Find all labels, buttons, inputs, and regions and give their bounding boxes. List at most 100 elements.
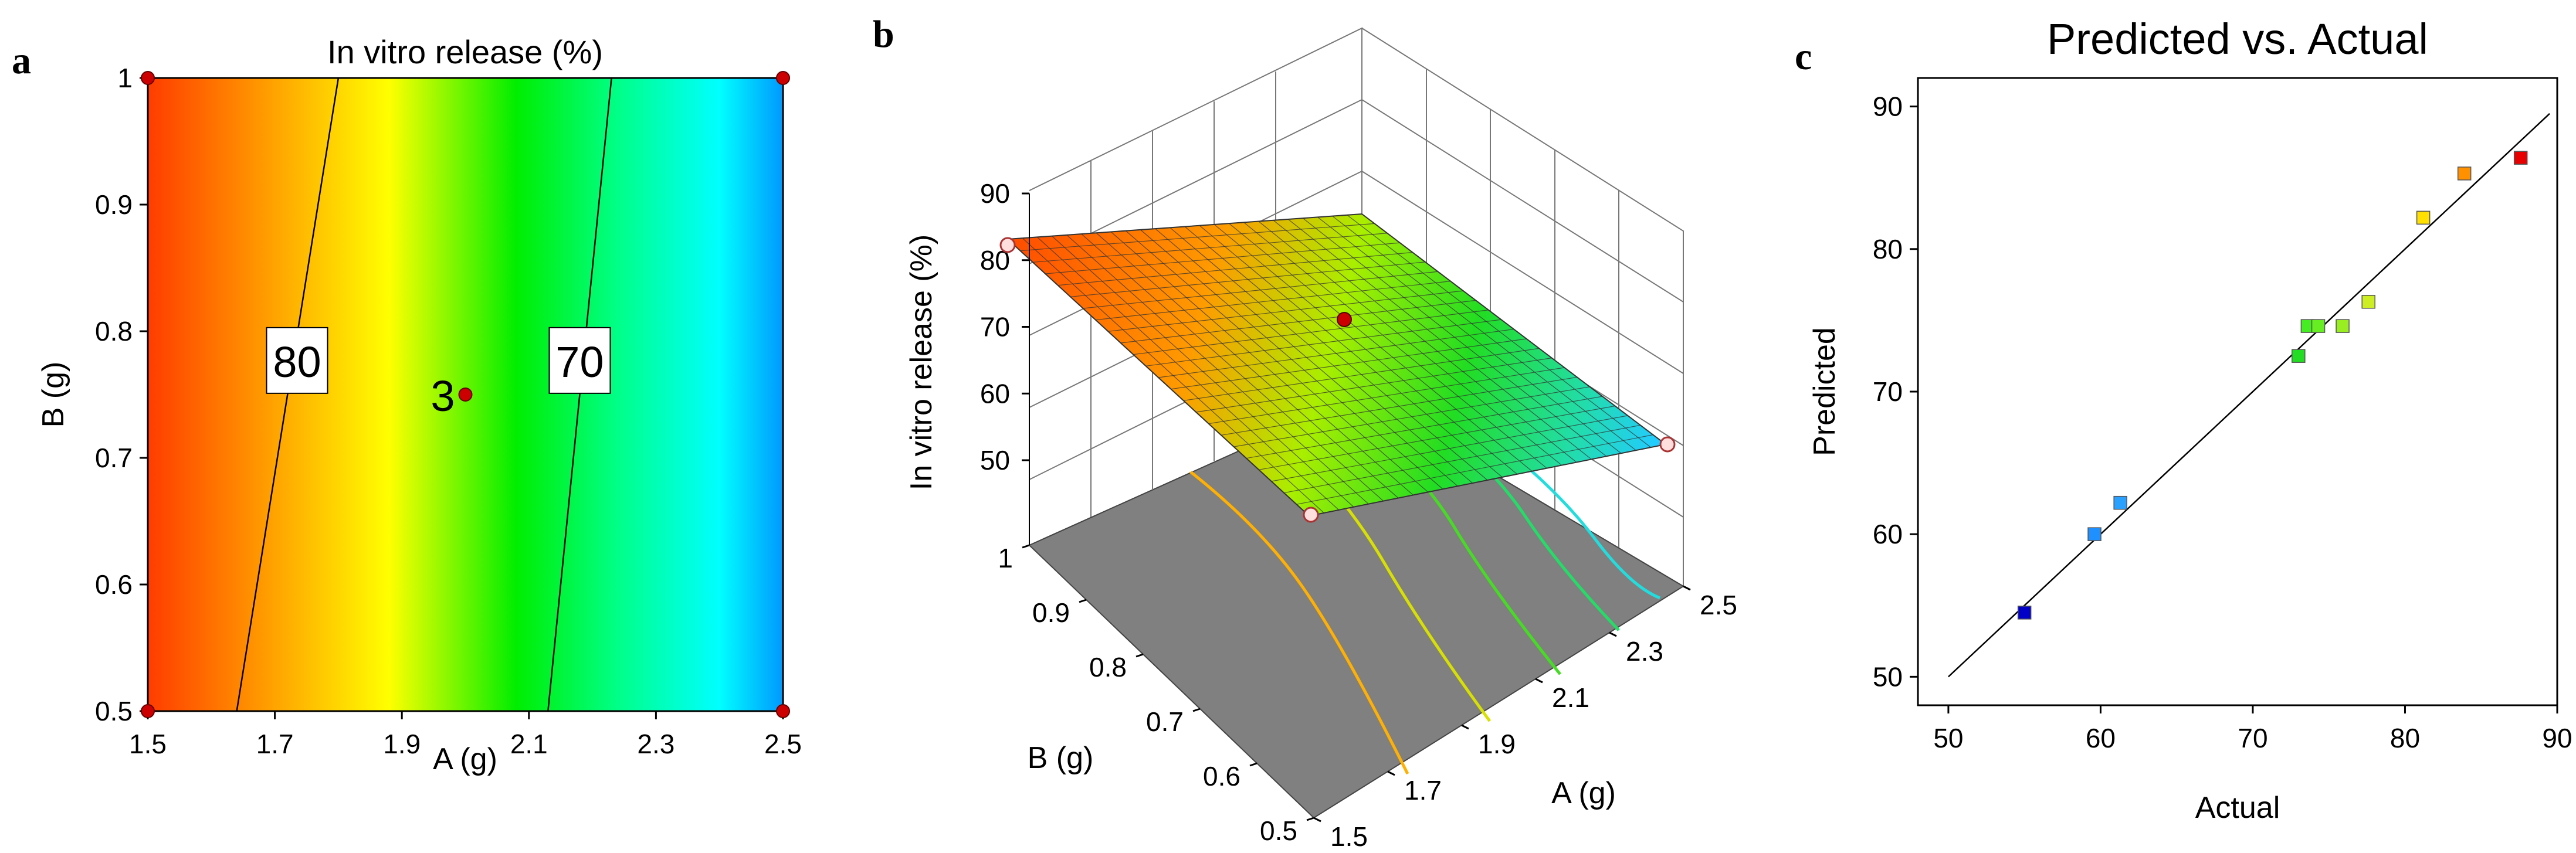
- mesh-line: [1259, 405, 1615, 470]
- z-tick-label: 60: [980, 378, 1010, 409]
- design-point: [141, 71, 155, 85]
- x-axis: 50 60 70 80 90: [1933, 705, 2572, 753]
- y-tick-label: 1: [998, 543, 1013, 573]
- scatter-point: [2416, 210, 2431, 225]
- y-tick-label: 0.9: [1032, 597, 1070, 628]
- panel-b-ylabel: B (g): [1028, 741, 1094, 775]
- y-tick-mark: [1192, 708, 1201, 712]
- contour-label: 70: [555, 338, 604, 386]
- y-tick-label: 0.7: [1146, 706, 1184, 737]
- x-axis: 1.5 1.7 1.9 2.1 2.3 2.5: [129, 711, 802, 759]
- x-tick-mark: [1609, 631, 1617, 637]
- y-tick-mark: [1022, 544, 1030, 549]
- contour-label-box: [266, 327, 328, 394]
- y-tick-label: 90: [1873, 91, 1903, 122]
- y-axis: 50 60 70 80 90: [1873, 91, 1918, 692]
- z-tick-label: 70: [980, 312, 1010, 342]
- y-tick-mark: [1249, 762, 1258, 767]
- y-axis: 0.5 0.6 0.7 0.8 0.9 1: [95, 63, 148, 726]
- y-tick-label: 0.8: [95, 316, 133, 346]
- panel-c-ylabel: Predicted: [1808, 327, 1842, 456]
- y-tick-label: 0.6: [1203, 761, 1240, 791]
- center-point: [1337, 312, 1352, 327]
- y-tick-mark: [1079, 599, 1087, 603]
- panel-c: c Predicted vs. Actual 50 60 70 80 90 50 60 70…: [1795, 15, 2572, 825]
- y-tick-label: 0.6: [95, 569, 133, 600]
- x-tick-label: 2.3: [637, 729, 674, 759]
- design-point: [776, 704, 790, 718]
- y-tick-label: 0.8: [1089, 652, 1127, 682]
- y-tick-label: 0.5: [1260, 815, 1297, 846]
- mesh-line: [1284, 424, 1640, 494]
- panel-c-letter: c: [1795, 35, 1812, 78]
- x-tick-label: 60: [2086, 723, 2116, 753]
- x-tick-label: 1.7: [1404, 775, 1442, 806]
- scatter-point: [2513, 151, 2528, 165]
- x-tick-label: 50: [1933, 723, 1963, 753]
- scatter-point: [2457, 166, 2472, 181]
- x-tick-label: 2.3: [1626, 636, 1663, 667]
- panel-a-title: In vitro release (%): [327, 33, 603, 70]
- scatter-points: [2017, 151, 2528, 620]
- mesh-line: [1296, 434, 1653, 505]
- scatter-point: [2311, 319, 2326, 333]
- x-tick-label: 2.1: [510, 729, 548, 759]
- design-point: [776, 71, 790, 85]
- x-axis: 1.5 1.7 1.9 2.1 2.3 2.5: [1313, 585, 1737, 852]
- surface-mesh: [1020, 215, 1653, 514]
- y-tick-label: 0.5: [95, 696, 133, 726]
- y-tick-mark: [1136, 653, 1144, 658]
- scatter-point: [2336, 319, 2350, 333]
- x-tick-label: 90: [2542, 723, 2572, 753]
- panel-a-xlabel: A (g): [433, 742, 497, 776]
- identity-line: [1948, 113, 2550, 678]
- y-tick-label: 1: [117, 63, 133, 93]
- x-tick-label: 2.5: [764, 729, 802, 759]
- x-tick-mark: [1683, 585, 1691, 591]
- x-tick-label: 1.9: [1478, 729, 1516, 759]
- design-points: [999, 237, 1676, 523]
- x-tick-label: 80: [2390, 723, 2420, 753]
- design-point: [141, 704, 155, 718]
- design-point: [1303, 507, 1319, 523]
- y-tick-label: 80: [1873, 234, 1903, 264]
- center-point: [458, 388, 473, 402]
- x-tick-label: 2.1: [1552, 682, 1589, 713]
- contour-label: 80: [273, 338, 321, 386]
- panel-a-letter: a: [12, 39, 31, 82]
- contour-lines: 80 70: [236, 77, 612, 712]
- y-tick-mark: [1306, 817, 1314, 821]
- scatter-point: [2017, 606, 2032, 620]
- scatter-point: [2087, 527, 2102, 541]
- y-tick-label: 0.7: [95, 443, 133, 473]
- x-tick-label: 1.7: [256, 729, 294, 759]
- mesh-line: [1347, 215, 1652, 448]
- y-tick-label: 50: [1873, 661, 1903, 692]
- mesh-line: [1317, 216, 1622, 454]
- reference-line: [1948, 113, 2550, 678]
- panel-b-xlabel: A (g): [1551, 776, 1616, 810]
- contour-line: [547, 77, 612, 712]
- contour-plot-frame: [147, 77, 784, 712]
- x-tick-mark: [1535, 678, 1543, 684]
- panel-b-zlabel: In vitro release (%): [904, 235, 938, 490]
- y-tick-label: 70: [1873, 376, 1903, 407]
- y-axis: 0.5 0.6 0.7 0.8 0.9 1: [998, 543, 1314, 846]
- x-tick-mark: [1313, 817, 1321, 823]
- x-tick-mark: [1461, 724, 1469, 730]
- panel-b-letter: b: [873, 13, 894, 56]
- center-point-label: 3: [431, 372, 455, 420]
- design-point: [1659, 436, 1676, 453]
- panel-c-title: Predicted vs. Actual: [2047, 15, 2428, 63]
- contour-line: [236, 77, 340, 712]
- panel-c-xlabel: Actual: [2195, 791, 2280, 825]
- x-tick-label: 2.5: [1700, 590, 1737, 620]
- design-points: 3: [141, 71, 790, 718]
- z-tick-label: 90: [980, 178, 1010, 209]
- y-tick-label: 60: [1873, 519, 1903, 549]
- x-tick-label: 1.5: [1330, 821, 1368, 852]
- x-tick-label: 1.5: [129, 729, 167, 759]
- mesh-line: [1271, 415, 1628, 482]
- scatter-point: [2361, 295, 2375, 309]
